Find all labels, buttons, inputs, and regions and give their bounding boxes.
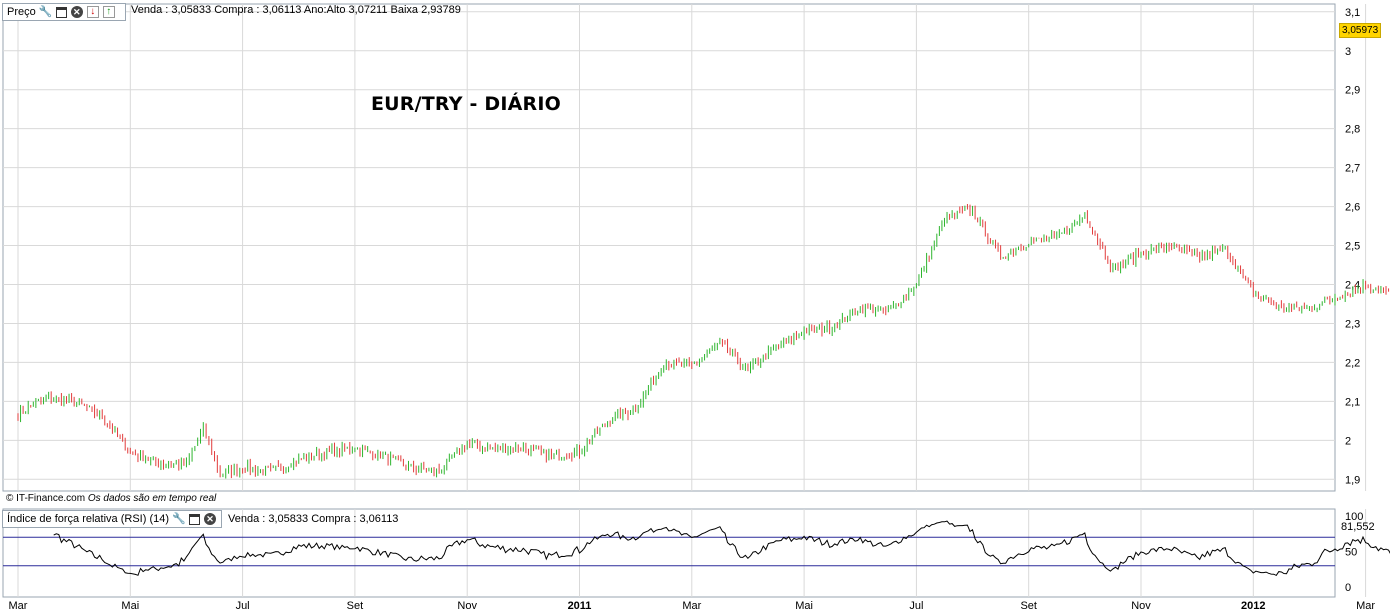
credit-line: © IT-Finance.com Os dados são em tempo r… [6,493,216,504]
x-tick-label: 2011 [568,600,592,612]
rsi-plot-frame [2,508,1336,598]
rsi-y-tick-label: 50 [1345,547,1357,559]
rsi-panel-title: Índice de força relativa (RSI) (14) [7,513,170,525]
price-y-tick-label: 3,1 [1345,7,1360,19]
price-y-tick-label: 2,4 [1345,280,1360,292]
x-tick-label: Set [347,600,364,612]
price-panel-title: Preço [7,6,36,18]
price-y-tick-label: 2 [1345,435,1351,447]
price-y-tick-label: 2,6 [1345,202,1360,214]
price-y-tick-label: 2,7 [1345,163,1360,175]
price-y-tick-label: 2,9 [1345,85,1360,97]
chart-title: EUR/TRY - DIÁRIO [371,93,561,115]
x-tick-label: Mai [121,600,139,612]
x-tick-label: Set [1020,600,1037,612]
x-tick-label: Mar [1356,600,1375,612]
close-icon[interactable]: ✕ [204,513,217,525]
price-panel-header: Preço 🔧 ✕ ↓ ↑ [2,3,126,21]
close-icon[interactable]: ✕ [70,6,83,18]
rsi-panel-header: Índice de força relativa (RSI) (14) 🔧 ✕ [2,510,222,528]
maximize-icon[interactable] [55,6,67,18]
sell-arrow-icon[interactable]: ↓ [86,6,99,18]
x-tick-label: Mar [682,600,701,612]
price-y-tick-label: 2,2 [1345,357,1360,369]
price-y-tick-label: 2,3 [1345,318,1360,330]
price-y-tick-label: 1,9 [1345,474,1360,486]
wrench-icon[interactable]: 🔧 [172,513,186,525]
wrench-icon[interactable]: 🔧 [38,6,53,18]
price-quote-text: Venda : 3,05833 Compra : 3,06113 [131,4,302,16]
rsi-line [53,520,1390,577]
x-tick-label: Nov [457,600,477,612]
price-y-tick-label: 2,8 [1345,124,1360,136]
rsi-quote-text: Venda : 3,05833 Compra : 3,06113 [228,513,399,525]
price-last-label: 3,05973 [1339,23,1382,38]
x-tick-label: Mai [795,600,813,612]
maximize-icon[interactable] [189,513,201,525]
price-y-tick-label: 2,1 [1345,396,1360,408]
x-tick-label: Jul [909,600,923,612]
year-range-text: Ano:Alto 3,07211 Baixa 2,93789 [303,4,461,16]
rsi-last-label: 81,552 [1341,521,1375,533]
rsi-quote: Venda : 3,05833 Compra : 3,06113 [228,513,398,525]
price-quote: Venda : 3,05833 Compra : 3,06113 Ano:Alt… [131,4,461,16]
x-tick-label: Mar [9,600,28,612]
price-y-tick-label: 3 [1345,46,1351,58]
rsi-y-tick-label: 0 [1345,582,1351,594]
price-plot-frame [2,3,1336,492]
rsi-y-tick-label: 100 [1345,511,1363,523]
x-tick-label: Jul [236,600,250,612]
x-tick-label: 2012 [1241,600,1265,612]
buy-arrow-icon[interactable]: ↑ [102,6,115,18]
credit-note: Os dados são em tempo real [87,493,217,504]
x-tick-label: Nov [1131,600,1151,612]
price-y-tick-label: 2,5 [1345,241,1360,253]
credit-source: © IT-Finance.com [6,493,86,504]
